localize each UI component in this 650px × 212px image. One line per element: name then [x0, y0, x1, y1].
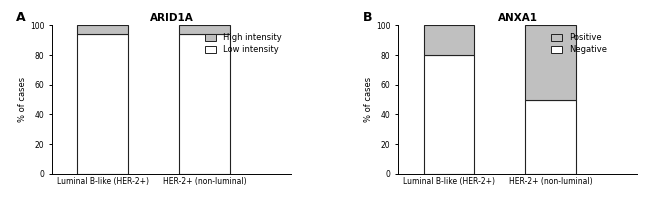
Title: ANXA1: ANXA1 [498, 13, 538, 23]
Bar [179, 25, 230, 34]
Text: A: A [16, 11, 26, 24]
Bar [424, 55, 474, 174]
Bar [77, 25, 128, 34]
Text: B: B [363, 11, 372, 24]
Bar [77, 34, 128, 174]
Legend: High intensity, Low intensity: High intensity, Low intensity [204, 33, 282, 55]
Bar [179, 34, 230, 174]
Y-axis label: % of cases: % of cases [364, 77, 373, 122]
Title: ARID1A: ARID1A [150, 13, 193, 23]
Y-axis label: % of cases: % of cases [18, 77, 27, 122]
Bar [424, 25, 474, 55]
Bar [525, 100, 576, 174]
Bar [525, 25, 576, 100]
Legend: Positive, Negative: Positive, Negative [551, 33, 608, 55]
